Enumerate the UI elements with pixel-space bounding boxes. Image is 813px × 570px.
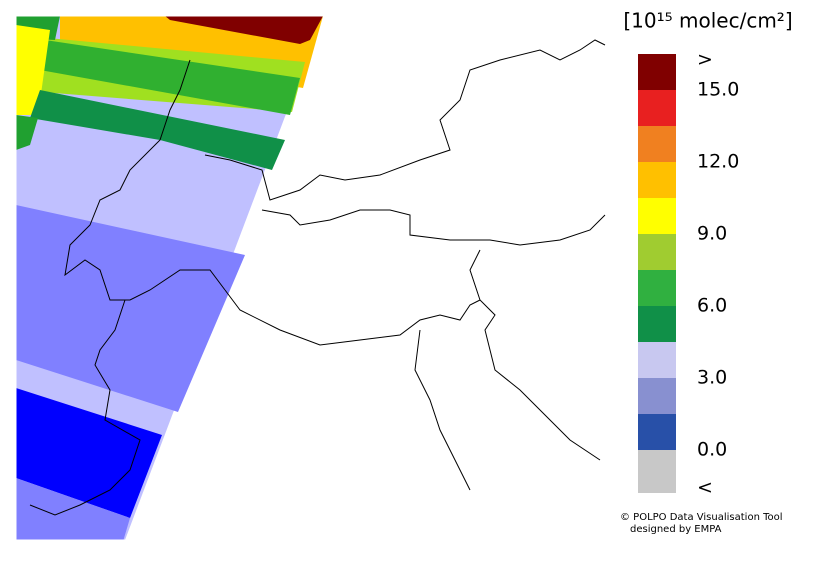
legend-swatch	[638, 378, 676, 414]
legend-label: 15.0	[697, 79, 739, 101]
swath-band	[40, 40, 300, 115]
legend-swatch	[638, 450, 676, 493]
credit: designed by EMPA	[630, 524, 722, 535]
legend-title: [10¹⁵ molec/cm²]	[623, 9, 792, 33]
border	[64, 59, 226, 301]
coastline	[469, 249, 601, 461]
border	[29, 299, 141, 516]
border	[204, 39, 606, 201]
legend-label: 9.0	[697, 223, 727, 245]
legend-swatch	[638, 90, 676, 126]
swath-band	[16, 205, 245, 412]
legend-label: <	[697, 477, 713, 499]
legend-label: 6.0	[697, 295, 727, 317]
legend-label: 3.0	[697, 367, 727, 389]
map	[16, 16, 606, 540]
legend-label: 0.0	[697, 439, 727, 461]
swath-band	[16, 115, 38, 150]
swath-band	[16, 25, 50, 115]
coastline	[414, 329, 471, 491]
border	[261, 209, 606, 246]
legend-swatch	[638, 414, 676, 450]
swath-band	[30, 90, 285, 170]
legend-swatch	[638, 198, 676, 234]
legend-label: >	[697, 49, 713, 71]
swath-band	[16, 478, 130, 540]
legend: >15.0 12.0 9.0 6.0 3.0 0.0 <	[638, 49, 739, 499]
legend-label: 12.0	[697, 151, 739, 173]
legend-swatch	[638, 54, 676, 90]
legend-swatch	[638, 270, 676, 306]
map-frame	[15, 15, 612, 541]
legend-swatch	[638, 162, 676, 198]
legend-swatch	[638, 234, 676, 270]
coastline	[224, 289, 481, 346]
legend-swatch	[638, 306, 676, 342]
swath-band	[16, 388, 162, 518]
swath-band	[165, 16, 323, 44]
credit: © POLPO Data Visualisation Tool	[620, 512, 783, 523]
legend-swatch	[638, 126, 676, 162]
legend-swatch	[638, 342, 676, 378]
